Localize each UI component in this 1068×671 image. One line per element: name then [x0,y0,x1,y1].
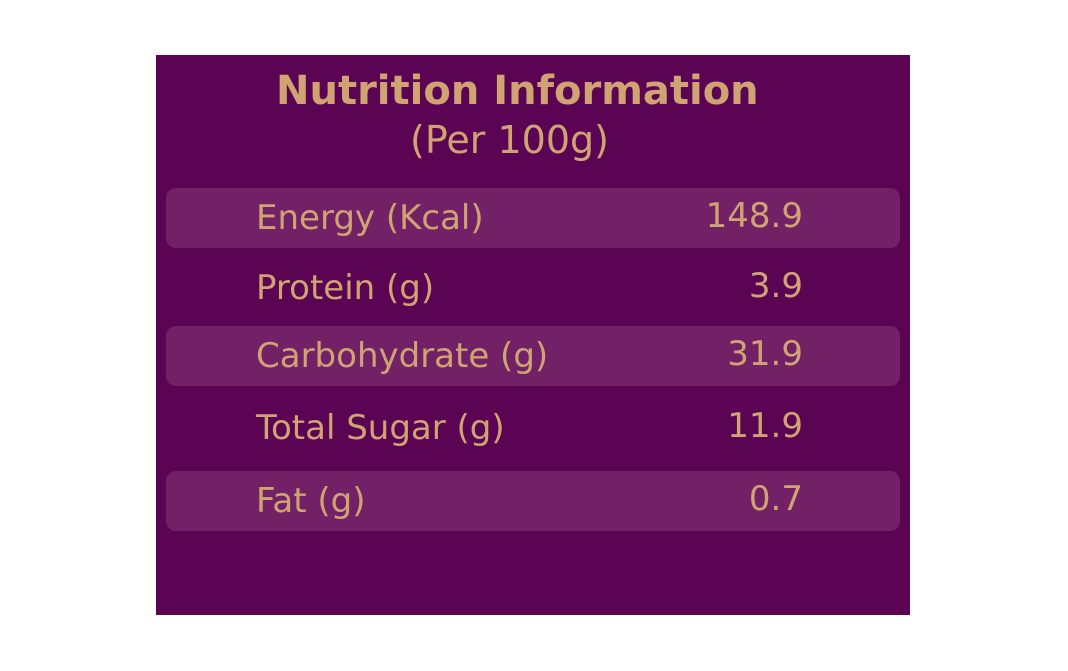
row-value: 11.9 [727,406,803,446]
nutrition-row-protein: Protein (g) 3.9 [166,258,900,318]
row-label: Protein (g) [256,268,435,308]
nutrition-row-carbohydrate: Carbohydrate (g) 31.9 [166,326,900,386]
row-label: Fat (g) [256,481,366,521]
row-value: 0.7 [748,479,803,519]
nutrition-subtitle: (Per 100g) [410,118,609,162]
nutrition-panel: Nutrition Information (Per 100g) Energy … [156,55,910,615]
row-label: Energy (Kcal) [256,198,484,238]
nutrition-row-energy: Energy (Kcal) 148.9 [166,188,900,248]
row-label: Total Sugar (g) [256,408,505,448]
nutrition-row-total-sugar: Total Sugar (g) 11.9 [166,398,900,458]
row-value: 148.9 [705,196,803,236]
row-value: 31.9 [727,334,803,374]
row-label: Carbohydrate (g) [256,336,549,376]
nutrition-title: Nutrition Information [276,68,759,114]
nutrition-row-fat: Fat (g) 0.7 [166,471,900,531]
row-value: 3.9 [748,266,803,306]
